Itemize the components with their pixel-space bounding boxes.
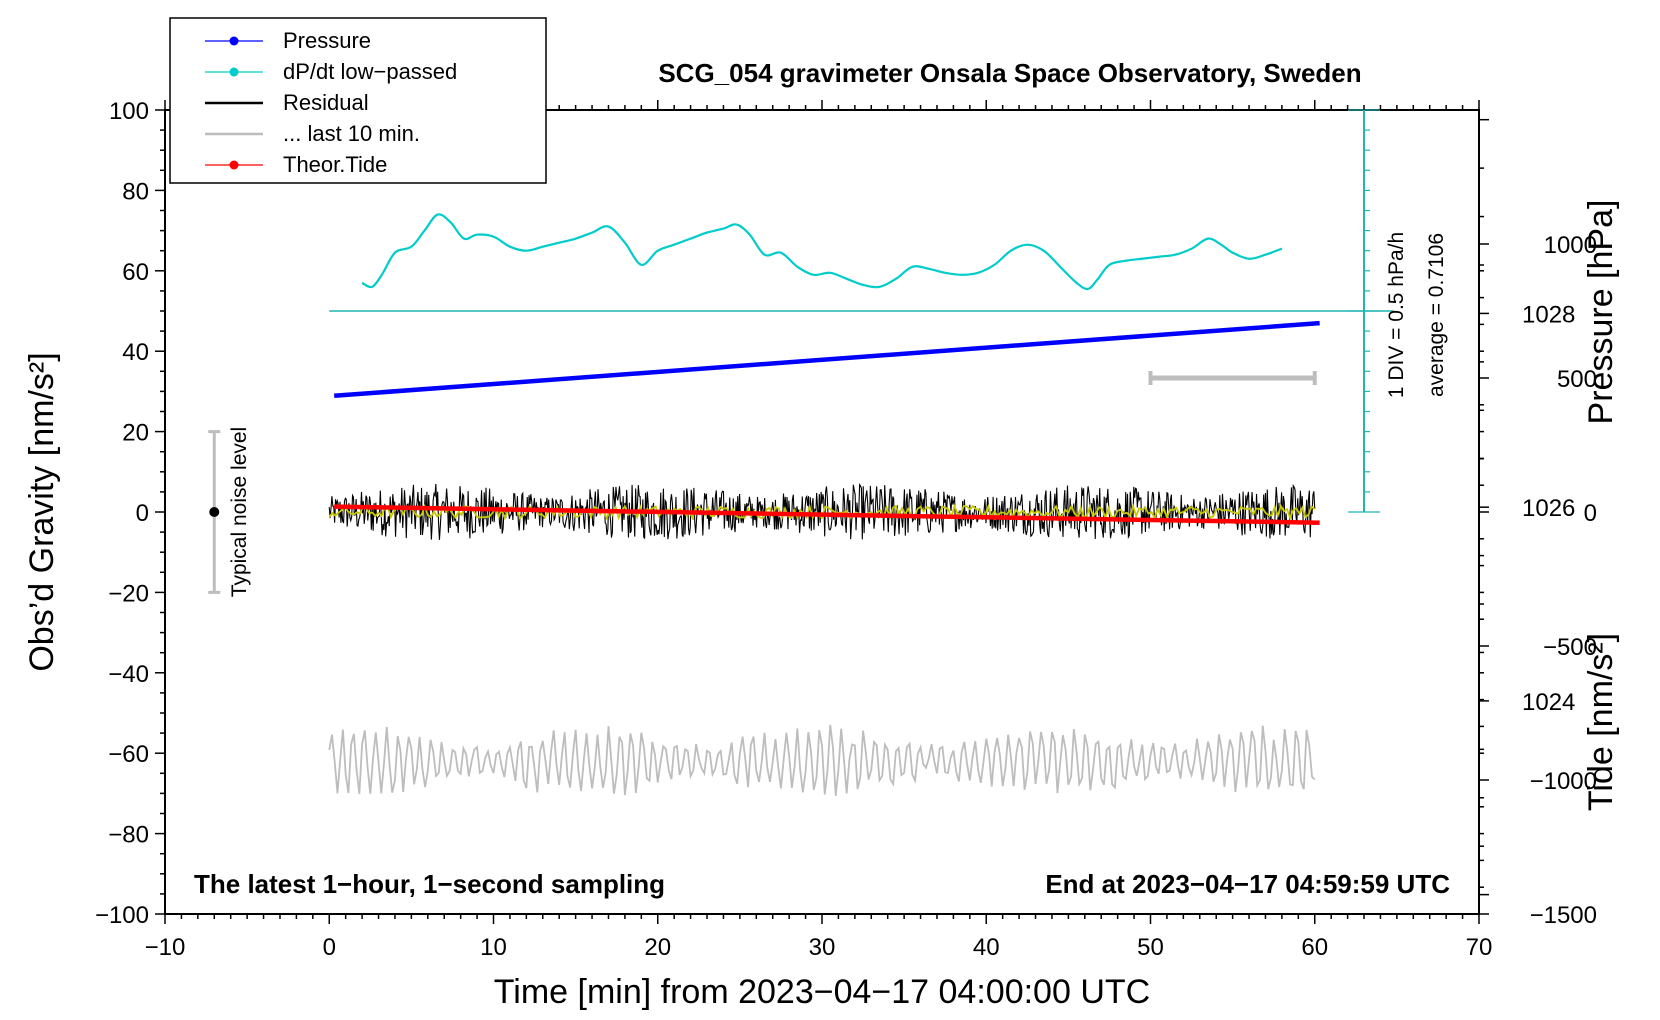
y-tick-label: −100 <box>95 902 149 929</box>
legend-box <box>169 17 547 184</box>
tide-tick-label: −1000 <box>1530 768 1597 795</box>
scale-bar-label-2: average = 0.7106 <box>1425 233 1448 397</box>
legend-symbol-pressure <box>205 36 263 46</box>
tide-tick-label: 500 <box>1557 366 1597 393</box>
y-tick-label: 20 <box>122 420 149 447</box>
y-tick-label: −80 <box>108 822 149 849</box>
tide-tick-label: 1000 <box>1544 232 1597 259</box>
line-series <box>208 109 1395 594</box>
theor-tide-line <box>334 504 1320 525</box>
pressure-line <box>334 320 1320 399</box>
y-axis-title-pressure: Pressure [hPa] <box>1582 200 1620 425</box>
noise-bar-dot <box>209 507 220 517</box>
legend-marker <box>229 160 239 170</box>
x-tick-label: 20 <box>644 934 671 961</box>
x-tick-label: 70 <box>1466 934 1493 961</box>
y-tick-label: 100 <box>109 98 149 125</box>
x-tick-label: 0 <box>323 934 336 961</box>
legend-marker <box>229 67 239 77</box>
axis-ticks: −10 0 10 20 30 40 50 60 70100806040200−20−40−60−… <box>95 98 1597 961</box>
pressure-tick-label: 1028 <box>1522 301 1575 328</box>
x-tick-label: 30 <box>809 934 836 961</box>
y-tick-label: −60 <box>108 741 149 768</box>
legend-marker <box>229 36 239 46</box>
annotation-left: The latest 1−hour, 1−second sampling <box>194 869 665 899</box>
x-tick-label: 50 <box>1137 934 1164 961</box>
residual-series <box>328 482 1316 540</box>
legend-label-theor-tide: Theor.Tide <box>283 152 387 177</box>
y-tick-label: 0 <box>136 500 149 527</box>
legend-label-dpdt: dP/dt low−passed <box>283 59 457 84</box>
y-axis-title-left: Obs’d Gravity [nm/s²] <box>23 352 61 671</box>
scale-bar-label-1: 1 DIV = 0.5 hPa/h <box>1385 232 1408 398</box>
noise-level-label: Typical noise level <box>228 427 251 597</box>
y-tick-label: 40 <box>122 339 149 366</box>
x-tick-label: −10 <box>145 934 186 961</box>
legend-label-pressure: Pressure <box>283 28 371 53</box>
legend-symbol-dpdt <box>205 67 263 77</box>
x-tick-label: 40 <box>973 934 1000 961</box>
pressure-tick-label: 1024 <box>1522 689 1575 716</box>
y-tick-label: 80 <box>122 178 149 205</box>
legend-symbol-theor-tide <box>205 160 263 170</box>
legend-label-last-10-min: ... last 10 min. <box>283 121 420 146</box>
y-tick-label: −20 <box>108 580 149 607</box>
y-tick-label: −40 <box>108 661 149 688</box>
pressure-tick-label: 1026 <box>1522 495 1575 522</box>
last-10-min-line <box>328 724 1316 796</box>
dpdt-line <box>361 213 1283 291</box>
residual-lowpass-line <box>328 502 1316 521</box>
legend: Pressure dP/dt low−passed Residual ... l… <box>169 17 547 184</box>
legend-label-residual: Residual <box>283 90 369 115</box>
residual-line <box>328 482 1316 540</box>
y-tick-label: 60 <box>122 259 149 286</box>
last-10-min-series <box>328 724 1316 796</box>
x-tick-label: 60 <box>1301 934 1328 961</box>
tide-tick-label: 0 <box>1584 500 1597 527</box>
chart-title: SCG_054 gravimeter Onsala Space Observat… <box>658 58 1361 88</box>
x-axis-title: Time [min] from 2023−04−17 04:00:00 UTC <box>494 973 1150 1011</box>
annotation-right: End at 2023−04−17 04:59:59 UTC <box>1045 869 1450 899</box>
tide-tick-label: −500 <box>1543 634 1597 661</box>
y-axis-title-tide: Tide [nm/s²] <box>1582 633 1620 811</box>
x-tick-label: 10 <box>480 934 507 961</box>
legend-symbols <box>205 36 263 170</box>
tide-tick-label: −1500 <box>1530 902 1597 929</box>
